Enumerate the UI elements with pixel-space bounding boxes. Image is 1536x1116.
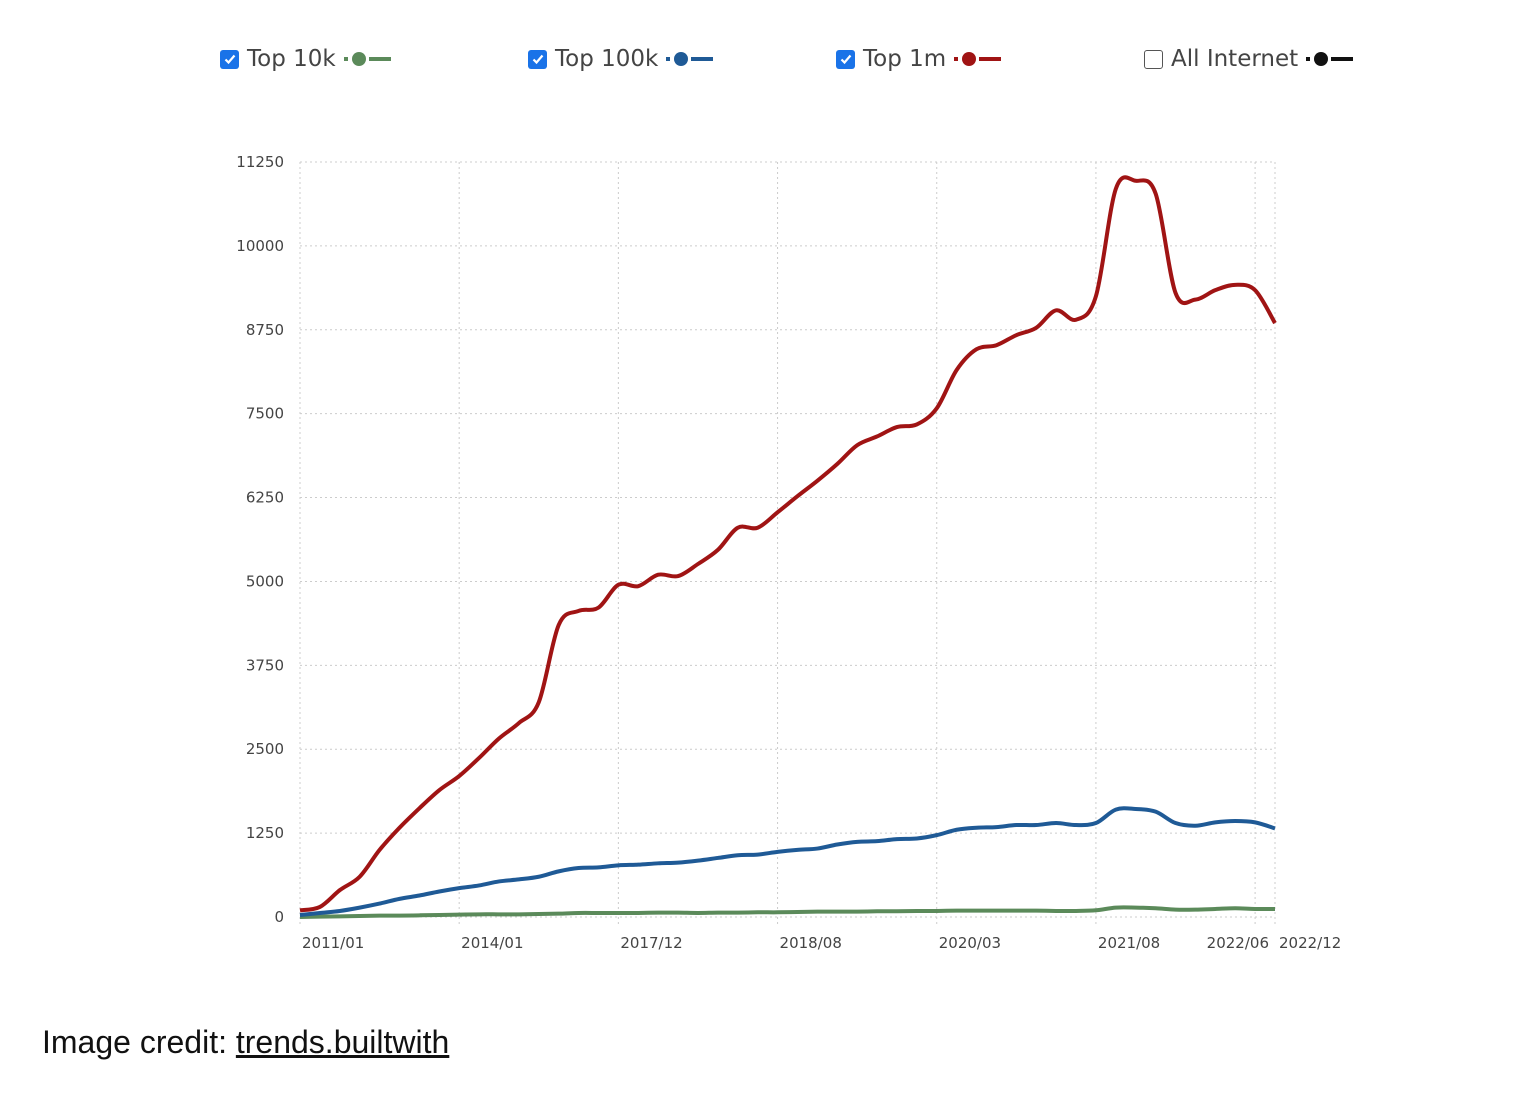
y-tick-label: 0 bbox=[274, 908, 284, 926]
x-tick-label: 2017/12 bbox=[620, 934, 682, 952]
legend-swatch-icon bbox=[954, 52, 1002, 66]
checkmark-icon bbox=[532, 54, 543, 65]
legend-label: Top 100k bbox=[555, 46, 659, 72]
y-tick-label: 11250 bbox=[236, 153, 284, 171]
y-tick-label: 8750 bbox=[246, 321, 284, 339]
series-line-top-100k bbox=[299, 806, 1276, 917]
x-tick-label: 2020/03 bbox=[939, 934, 1001, 952]
x-tick-label: 2018/08 bbox=[780, 934, 842, 952]
series-line-top-1m bbox=[299, 175, 1277, 913]
legend-item[interactable]: Top 1m bbox=[836, 46, 1004, 72]
checkmark-icon bbox=[840, 54, 851, 65]
legend-swatch-icon bbox=[343, 52, 391, 66]
x-tick-label: 2021/08 bbox=[1098, 934, 1160, 952]
legend-label: All Internet bbox=[1171, 46, 1299, 72]
checkbox[interactable] bbox=[1144, 49, 1163, 69]
y-tick-label: 7500 bbox=[246, 405, 284, 423]
caption-prefix: Image credit: bbox=[42, 1024, 236, 1060]
legend-swatch-icon bbox=[1306, 52, 1354, 66]
x-tick-label: 2014/01 bbox=[461, 934, 523, 952]
legend-label: Top 10k bbox=[247, 46, 336, 72]
y-tick-label: 1250 bbox=[246, 824, 284, 842]
checkmark-icon bbox=[224, 54, 235, 65]
checkbox[interactable] bbox=[528, 49, 547, 69]
legend-item[interactable]: All Internet bbox=[1144, 46, 1356, 72]
checkbox[interactable] bbox=[836, 49, 855, 69]
y-tick-label: 10000 bbox=[236, 237, 284, 255]
legend-swatch-icon bbox=[666, 52, 714, 66]
y-tick-label: 3750 bbox=[246, 656, 284, 674]
image-credit: Image credit: trends.builtwith bbox=[42, 1024, 449, 1061]
x-tick-label: 2011/01 bbox=[302, 934, 364, 952]
x-tick-label: 2022/06 bbox=[1207, 934, 1269, 952]
y-tick-label: 2500 bbox=[246, 740, 284, 758]
legend-label: Top 1m bbox=[863, 46, 947, 72]
y-tick-label: 5000 bbox=[246, 572, 284, 590]
x-tick-label: 2022/12 bbox=[1279, 934, 1341, 952]
checkbox[interactable] bbox=[220, 49, 239, 69]
line-chart: 0 1250 2500 3750 5000 6250 7500 8750 10000 11250 2… bbox=[236, 153, 1341, 952]
y-tick-label: 6250 bbox=[246, 489, 284, 507]
legend-item[interactable]: Top 100k bbox=[528, 46, 716, 72]
caption-link[interactable]: trends.builtwith bbox=[235, 1024, 450, 1060]
series-line-top-10k bbox=[299, 905, 1276, 919]
legend-item[interactable]: Top 10k bbox=[220, 46, 394, 72]
